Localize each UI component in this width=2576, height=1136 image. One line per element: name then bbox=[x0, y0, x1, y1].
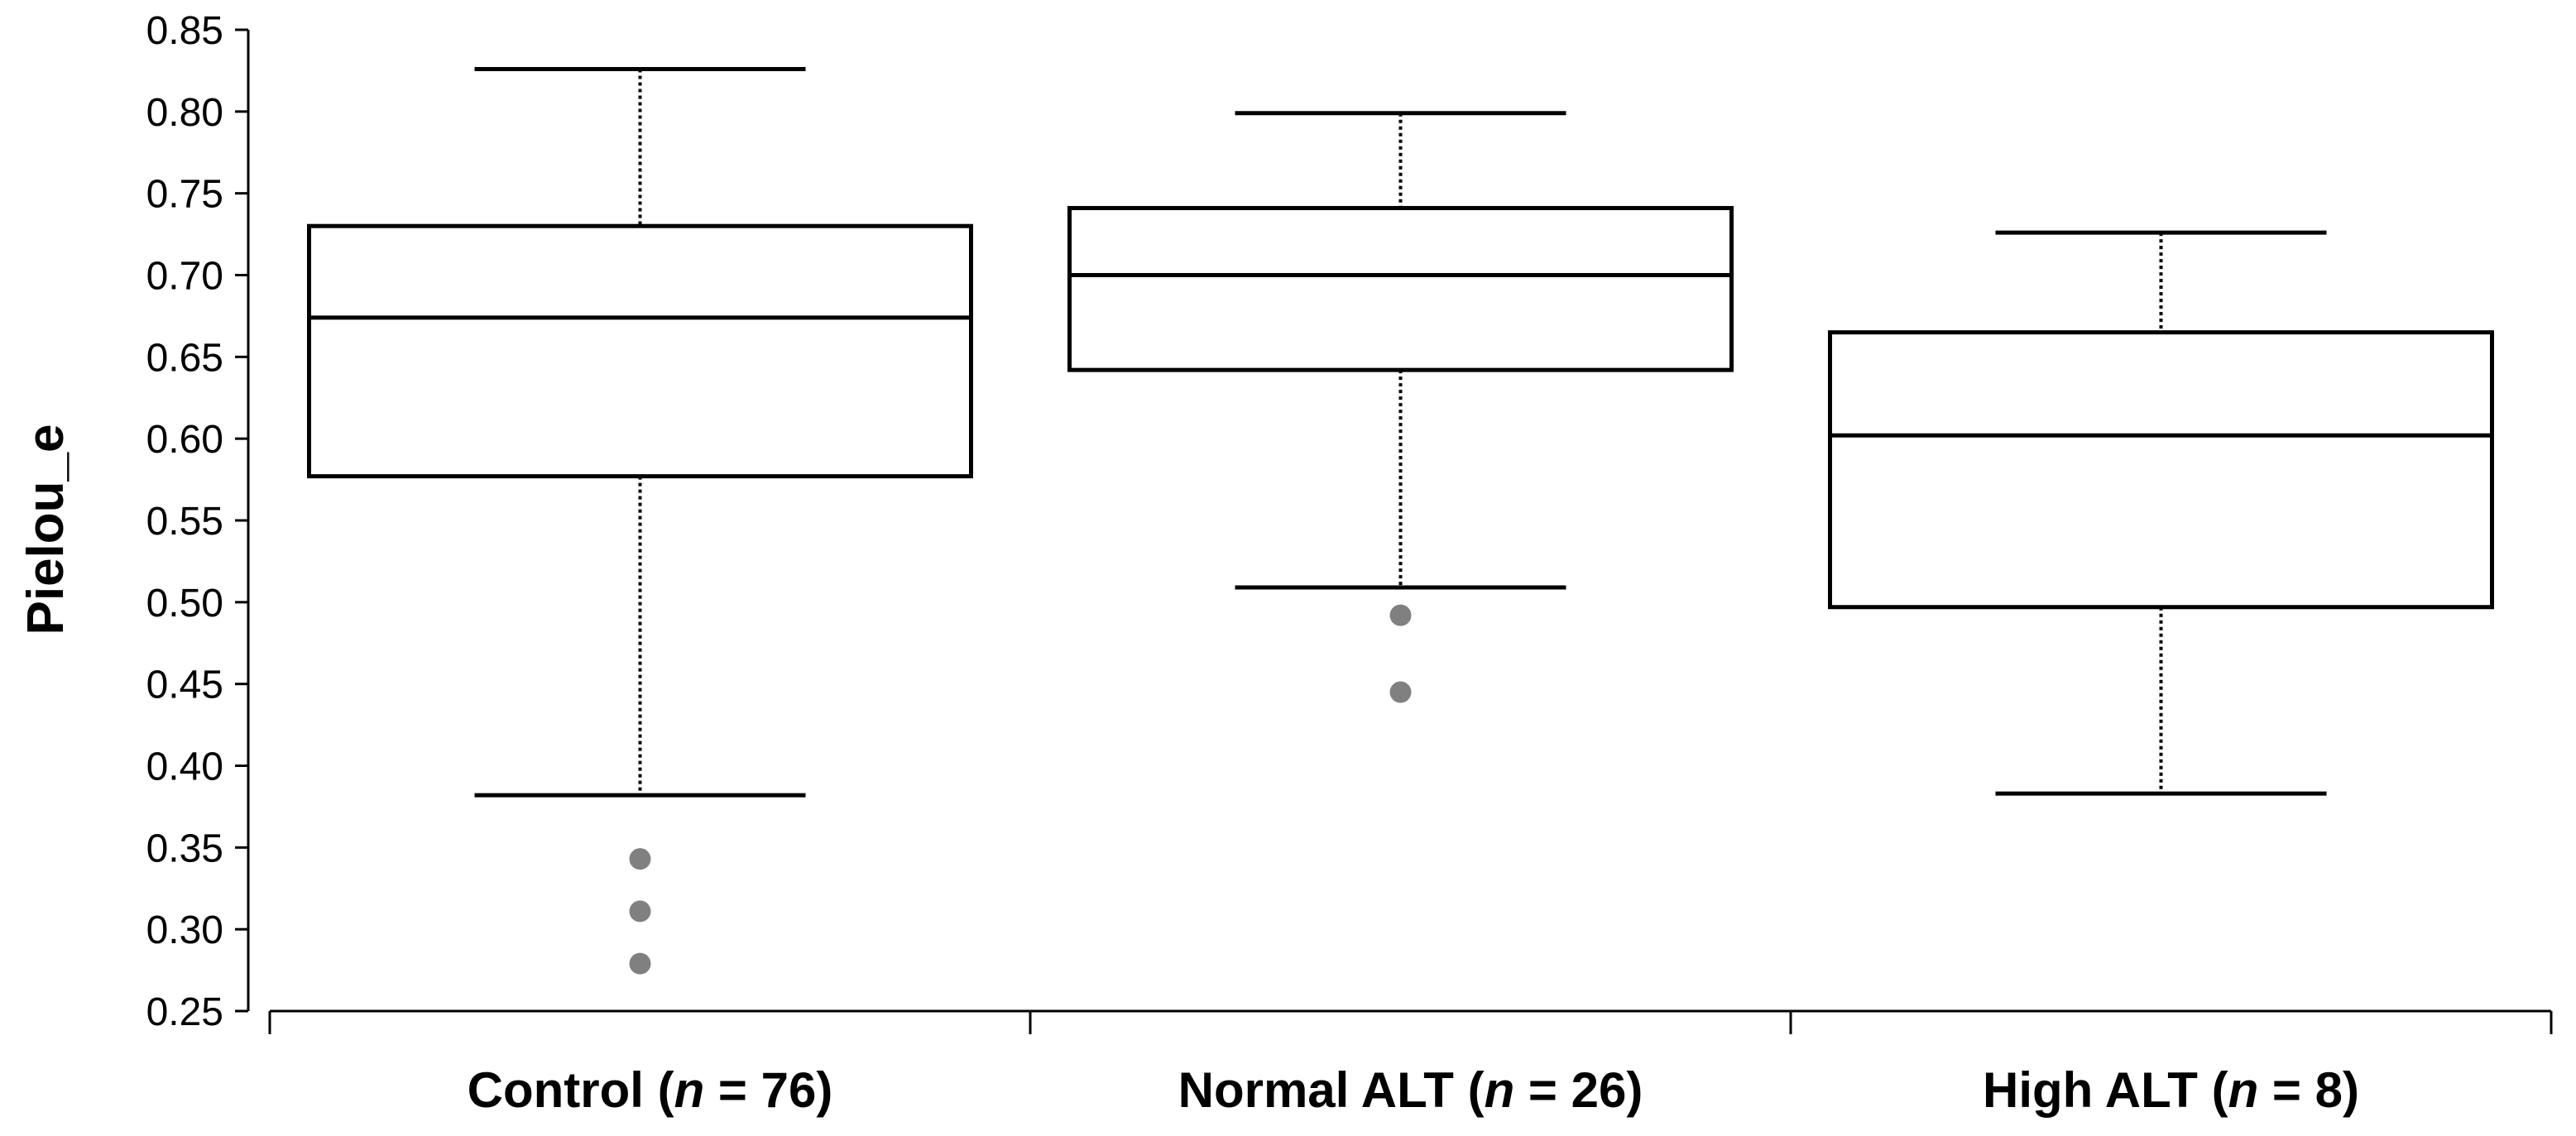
n-symbol: n bbox=[2228, 1062, 2259, 1118]
outlier-point bbox=[629, 848, 651, 870]
y-tick-label: 0.80 bbox=[146, 91, 223, 135]
y-axis: 0.25 0.30 0.35 0.40 0.45 0.50 0.55 0.60 0.65 0.70… bbox=[146, 9, 250, 1034]
category-label: Normal ALT (n = 26) bbox=[1178, 1062, 1643, 1118]
box-group bbox=[1067, 111, 1734, 703]
sample-size: = 26) bbox=[1514, 1062, 1643, 1118]
y-tick-label: 0.65 bbox=[146, 336, 223, 380]
y-tick-label: 0.85 bbox=[146, 9, 223, 53]
y-tick-label: 0.50 bbox=[146, 582, 223, 626]
sample-size: = 76) bbox=[704, 1062, 832, 1118]
n-symbol: n bbox=[674, 1062, 705, 1118]
y-tick-label: 0.60 bbox=[146, 418, 223, 462]
category-label: Control (n = 76) bbox=[468, 1062, 833, 1118]
y-tick-label: 0.45 bbox=[146, 664, 223, 707]
y-tick-label: 0.25 bbox=[146, 990, 223, 1034]
y-tick-label: 0.40 bbox=[146, 745, 223, 789]
outlier-point bbox=[1389, 681, 1412, 703]
outlier-point bbox=[1389, 604, 1412, 626]
y-tick-label: 0.30 bbox=[146, 908, 223, 952]
category-name: Normal ALT ( bbox=[1178, 1062, 1485, 1118]
box-iqr bbox=[1067, 205, 1734, 372]
x-axis: Control (n = 76) Normal ALT (n = 26) High … bbox=[268, 1009, 2553, 1118]
category-name: High ALT ( bbox=[1983, 1062, 2228, 1118]
category-name: Control ( bbox=[468, 1062, 674, 1118]
outlier-point bbox=[629, 952, 651, 975]
box-group bbox=[307, 66, 973, 975]
n-symbol: n bbox=[1485, 1062, 1515, 1118]
y-tick-label: 0.70 bbox=[146, 255, 223, 299]
y-tick-label: 0.35 bbox=[146, 827, 223, 870]
box-group bbox=[1828, 230, 2494, 796]
sample-size: = 8) bbox=[2258, 1062, 2359, 1118]
y-tick-label: 0.55 bbox=[146, 500, 223, 544]
boxes bbox=[307, 66, 2494, 975]
y-axis-title: Pielou_e bbox=[17, 424, 74, 635]
category-label: High ALT (n = 8) bbox=[1983, 1062, 2359, 1118]
box-iqr bbox=[307, 223, 973, 479]
y-tick-label: 0.75 bbox=[146, 173, 223, 217]
outlier-point bbox=[629, 900, 651, 923]
box-iqr bbox=[1828, 330, 2494, 610]
